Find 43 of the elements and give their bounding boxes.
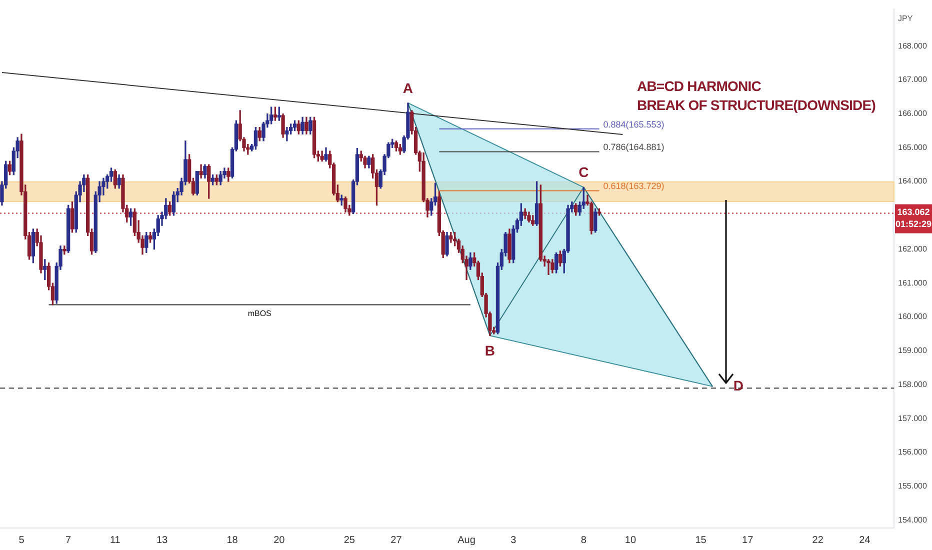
x-tick-label: 3 [510, 534, 517, 546]
y-axis-title: JPY [898, 14, 914, 24]
x-tick-label: 8 [580, 534, 587, 546]
y-tick-label: 167.000 [898, 75, 928, 84]
y-tick-label: 166.000 [898, 108, 928, 118]
x-tick-label: 13 [156, 534, 168, 546]
y-tick-label: 164.000 [898, 176, 928, 186]
y-tick-label: 162.000 [898, 244, 928, 254]
x-tick-label: 17 [742, 534, 754, 546]
x-tick-label: 5 [18, 534, 25, 546]
y-tick-label: 158.000 [898, 380, 928, 389]
text: AB=CD HARMONIC [637, 77, 762, 96]
x-tick-label: 22 [812, 534, 824, 546]
x-tick-label: 10 [624, 534, 636, 546]
x-tick-label: 7 [66, 534, 72, 546]
y-tick-label: 168.000 [898, 41, 928, 50]
y-tick-label: 159.000 [898, 346, 928, 356]
ref-line-label: 163.062 [897, 206, 930, 217]
annotation: mBOS [248, 309, 272, 318]
x-tick-label: 20 [274, 534, 286, 546]
y-tick-label: 155.000 [898, 482, 928, 491]
series-label: 0.618(163.729) [603, 181, 664, 192]
annotation: A [402, 80, 414, 96]
annotation: D [733, 377, 744, 394]
x-tick-label: 11 [110, 534, 121, 546]
x-tick-label: 18 [226, 534, 238, 546]
x-tick-label: 24 [859, 534, 871, 546]
y-tick-label: 154.000 [898, 515, 928, 524]
annotation: B [484, 342, 496, 358]
y-tick-label: 161.000 [898, 278, 928, 288]
y-tick-label: 156.000 [898, 448, 928, 457]
x-tick-label: 15 [695, 534, 707, 546]
x-tick-label: 25 [344, 534, 356, 546]
x-tick-label: Aug [458, 534, 476, 546]
annotation: C [578, 164, 589, 180]
text: 01:52:29 [895, 218, 932, 229]
y-tick-label: 157.000 [898, 414, 928, 423]
y-tick-label: 165.000 [898, 142, 928, 152]
series-label: 0.884(165.553) [603, 119, 664, 130]
series-label: 0.786(164.881) [603, 142, 664, 152]
x-tick-label: 27 [390, 534, 402, 546]
text: BREAK OF STRUCTURE(DOWNSIDE) [637, 96, 876, 115]
y-tick-label: 160.000 [898, 312, 928, 322]
